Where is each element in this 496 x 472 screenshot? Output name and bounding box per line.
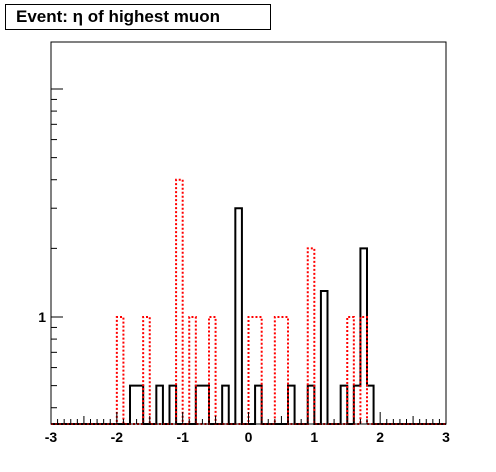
series-1-outline — [51, 178, 446, 425]
series-1 — [51, 178, 446, 425]
x-tick-label: 1 — [310, 429, 318, 445]
x-tick-label: 0 — [245, 429, 253, 445]
plot-frame — [50, 41, 447, 425]
histogram-layer — [51, 178, 446, 425]
x-tick-label: -2 — [111, 429, 124, 445]
chart-title: Event: η of highest muon — [5, 4, 271, 30]
x-tick-label: -1 — [176, 429, 189, 445]
x-tick-label: -3 — [45, 429, 58, 445]
axis-layer: -3 -2 -1 0 1 2 3 1 — [38, 88, 450, 445]
y-tick-label: 1 — [38, 309, 46, 325]
x-tick-label: 3 — [442, 429, 450, 445]
x-tick-label: 2 — [376, 429, 384, 445]
